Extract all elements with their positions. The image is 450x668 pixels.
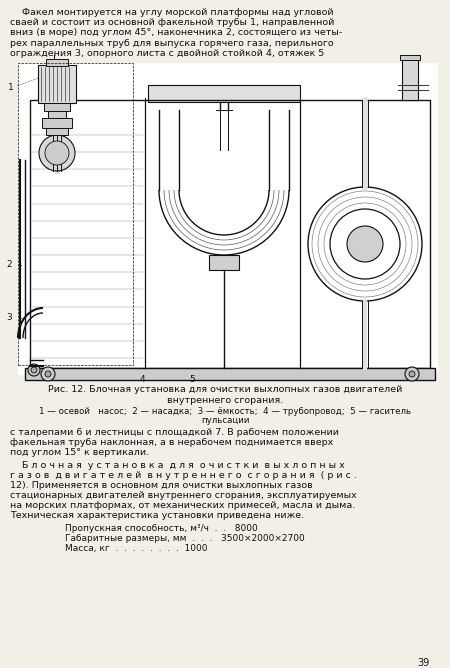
Text: 1 — осевой   насос;  2 — насадка;  3 — ёмкость;  4 — трубопровод;  5 — гаситель: 1 — осевой насос; 2 — насадка; 3 — ёмкос… [39,407,411,416]
Text: Рис. 12. Блочная установка для очистки выхлопных газов двигателей: Рис. 12. Блочная установка для очистки в… [48,385,402,394]
Text: Пропускная способность, м³/ч  .  .   8000: Пропускная способность, м³/ч . . 8000 [65,524,258,533]
Bar [44,103,70,111]
Circle shape [28,364,40,376]
Circle shape [347,226,383,262]
Text: Техническая характеристика установки приведена ниже.: Техническая характеристика установки при… [10,511,304,520]
Bar [48,111,66,118]
Text: вниз (в море) под углом 45°, наконечника 2, состоящего из четы-: вниз (в море) под углом 45°, наконечника… [10,29,342,37]
Circle shape [409,371,415,377]
Text: на морских платформах, от механических примесей, масла и дыма.: на морских платформах, от механических п… [10,501,355,510]
Bar [18,63,133,365]
Bar [148,85,300,102]
Bar [402,58,418,100]
Bar [209,255,239,270]
Text: Габаритные размеры, мм  .  .  .   3500×2000×2700: Габаритные размеры, мм . . . 3500×2000×2… [65,534,305,543]
Bar [30,100,430,368]
Text: Б л о ч н а я  у с т а н о в к а  д л я  о ч и с т к и  в ы х л о п н ы х: Б л о ч н а я у с т а н о в к а д л я о … [10,461,345,470]
Text: ограждения 3, опорного листа с двойной стойкой 4, отяжек 5: ограждения 3, опорного листа с двойной с… [10,49,324,58]
Circle shape [39,135,75,171]
Text: 39: 39 [418,658,430,668]
Bar [42,118,72,128]
Text: 1: 1 [8,83,14,92]
Bar [46,128,68,135]
Circle shape [405,367,419,381]
Text: Масса, кг  .  .  .  .  .  .  .  .  1000: Масса, кг . . . . . . . . 1000 [65,544,207,553]
Text: г а з о в  д в и г а т е л е й  в н у т р е н н е г о  с г о р а н и я  ( р и с : г а з о в д в и г а т е л е й в н у т р … [10,471,357,480]
Circle shape [330,209,400,279]
Circle shape [45,371,51,377]
Text: внутреннего сгорания.: внутреннего сгорания. [167,396,283,405]
Text: стационарных двигателей внутреннего сгорания, эксплуатируемых: стационарных двигателей внутреннего сгор… [10,491,357,500]
Circle shape [308,187,422,301]
Text: 3: 3 [6,313,12,322]
Text: с талрепами 6 и лестницы с площадкой 7. В рабочем положении: с талрепами 6 и лестницы с площадкой 7. … [10,428,339,437]
Text: пульсации: пульсации [201,416,249,425]
Circle shape [45,141,69,165]
Bar [46,59,68,66]
Text: факельная труба наклонная, а в нерабочем поднимается вверх: факельная труба наклонная, а в нерабочем… [10,438,333,447]
Bar [18,63,438,375]
Text: 4: 4 [139,375,145,384]
Bar [38,65,76,103]
Bar [400,55,420,60]
Text: рех параллельных труб для выпуска горячего газа, перильного: рех параллельных труб для выпуска горяче… [10,39,333,47]
Text: под углом 15° к вертикали.: под углом 15° к вертикали. [10,448,149,457]
Text: 2: 2 [6,260,12,269]
Circle shape [31,367,37,373]
Text: сваей и состоит из основной факельной трубы 1, направленной: сваей и состоит из основной факельной тр… [10,18,334,27]
Text: Факел монтируется на углу морской платформы над угловой: Факел монтируется на углу морской платфо… [10,8,333,17]
Bar [25,368,435,380]
Circle shape [41,367,55,381]
Text: 12). Применяется в основном для очистки выхлопных газов: 12). Применяется в основном для очистки … [10,481,313,490]
Text: 5: 5 [189,375,195,384]
